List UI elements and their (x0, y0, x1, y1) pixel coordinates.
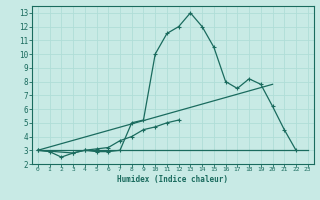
X-axis label: Humidex (Indice chaleur): Humidex (Indice chaleur) (117, 175, 228, 184)
